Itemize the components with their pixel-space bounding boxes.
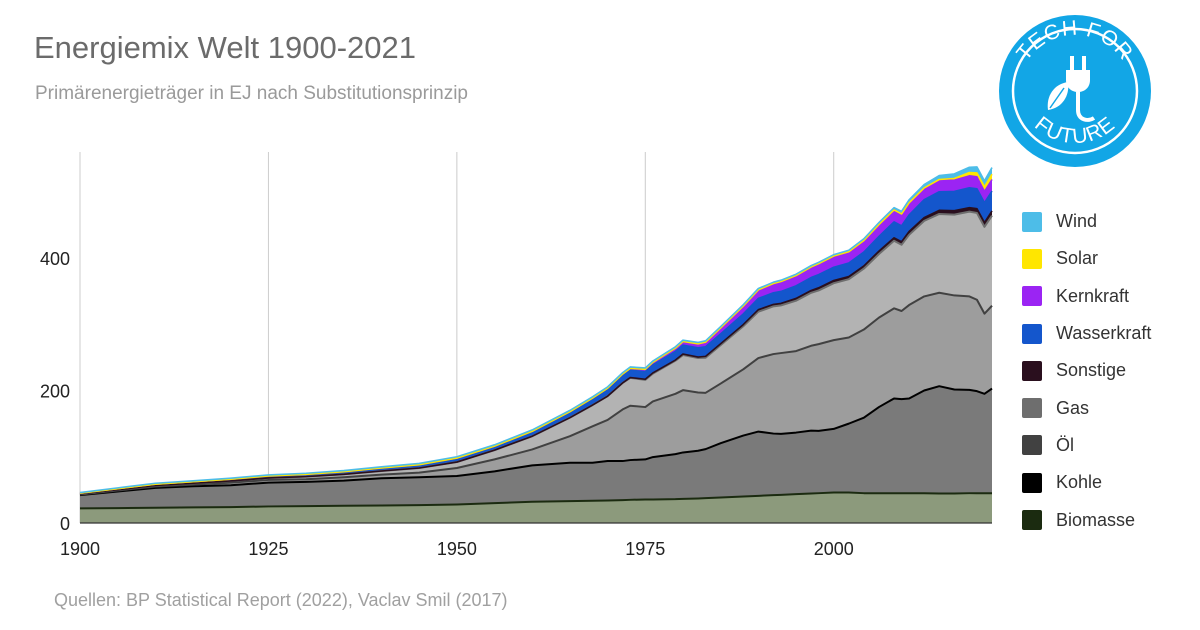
x-tick-label-1925: 1925 [248,539,288,559]
plug-leaf-icon [1047,56,1096,122]
x-tick-label-1975: 1975 [625,539,665,559]
area-biomasse [80,492,992,523]
legend-item-biomasse: Biomasse [1022,501,1151,538]
legend-item-oel: Öl [1022,427,1151,464]
legend-swatch-solar [1022,248,1042,269]
legend-swatch-oel [1022,435,1042,456]
line-kohle [79,385,993,497]
line-sonstige [79,206,993,495]
line-biomasse [79,491,992,510]
x-tick-label-1950: 1950 [437,539,477,559]
source-note: Quellen: BP Statistical Report (2022), V… [54,590,508,610]
y-tick-label-0: 0 [60,514,70,534]
legend-label-wasserkraft: Wasserkraft [1056,323,1152,344]
x-tick-label-1900: 1900 [60,539,100,559]
legend-item-wasserkraft: Wasserkraft [1022,315,1151,352]
legend-label-gas: Gas [1056,397,1090,418]
legend-swatch-wind [1022,211,1042,232]
legend-label-solar: Solar [1056,248,1099,269]
y-tick-label-400: 400 [40,249,70,269]
area-oel [80,292,992,496]
legend: Wind Solar Kernkraft Wasserkraft Sonstige Gas… [1022,203,1151,539]
legend-item-wind: Wind [1022,203,1151,240]
legend-item-gas: Gas [1022,389,1151,426]
legend-item-solar: Solar [1022,240,1151,277]
tech-for-future-logo: TECH FOR FUTURE [999,15,1151,167]
legend-item-kernkraft: Kernkraft [1022,278,1151,315]
legend-swatch-sonstige [1022,360,1042,381]
legend-label-wind: Wind [1056,211,1098,232]
legend-swatch-kohle [1022,472,1042,493]
line-oel [79,291,993,496]
line-wind [79,166,993,494]
legend-label-sonstige: Sonstige [1056,360,1127,381]
legend-swatch-biomasse [1022,510,1042,531]
legend-label-kernkraft: Kernkraft [1056,285,1130,306]
legend-label-oel: Öl [1056,434,1074,455]
area-gas [80,211,992,495]
legend-label-biomasse: Biomasse [1056,509,1136,530]
chart-title: Energiemix Welt 1900-2021 [34,30,416,65]
area-kohle [80,386,992,509]
y-tick-label-200: 200 [40,382,70,402]
legend-swatch-kernkraft [1022,286,1042,307]
chart-subtitle: Primärenergieträger in EJ nach Substitut… [35,83,468,104]
legend-item-sonstige: Sonstige [1022,352,1151,389]
area-wasserkraft [80,187,992,494]
legend-swatch-wasserkraft [1022,323,1042,344]
line-solar [79,171,993,494]
x-tick-label-2000: 2000 [814,539,854,559]
legend-swatch-gas [1022,398,1042,419]
legend-item-kohle: Kohle [1022,464,1151,501]
legend-label-kohle: Kohle [1056,472,1103,493]
